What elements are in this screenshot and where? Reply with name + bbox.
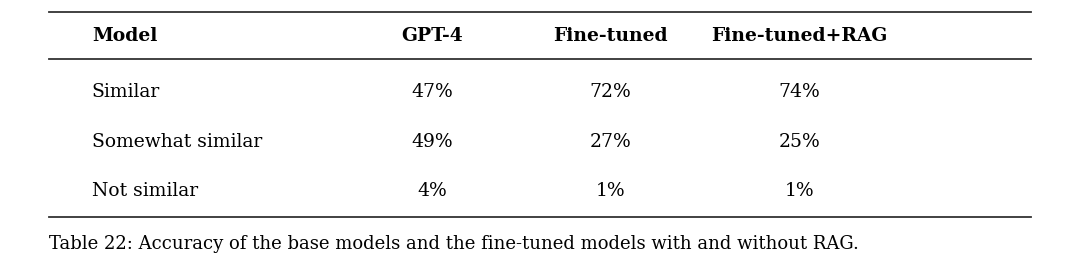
- Text: Model: Model: [92, 27, 158, 44]
- Text: 74%: 74%: [779, 83, 820, 101]
- Text: Not similar: Not similar: [92, 182, 198, 200]
- Text: Somewhat similar: Somewhat similar: [92, 133, 262, 151]
- Text: 4%: 4%: [417, 182, 447, 200]
- Text: 1%: 1%: [784, 182, 814, 200]
- Text: GPT-4: GPT-4: [401, 27, 463, 44]
- Text: 47%: 47%: [411, 83, 453, 101]
- Text: Fine-tuned+RAG: Fine-tuned+RAG: [711, 27, 888, 44]
- Text: 27%: 27%: [590, 133, 631, 151]
- Text: Fine-tuned: Fine-tuned: [553, 27, 667, 44]
- Text: 1%: 1%: [595, 182, 625, 200]
- Text: 25%: 25%: [779, 133, 820, 151]
- Text: Table 22: Accuracy of the base models and the fine-tuned models with and without: Table 22: Accuracy of the base models an…: [49, 235, 859, 253]
- Text: 72%: 72%: [590, 83, 631, 101]
- Text: 49%: 49%: [411, 133, 453, 151]
- Text: Similar: Similar: [92, 83, 160, 101]
